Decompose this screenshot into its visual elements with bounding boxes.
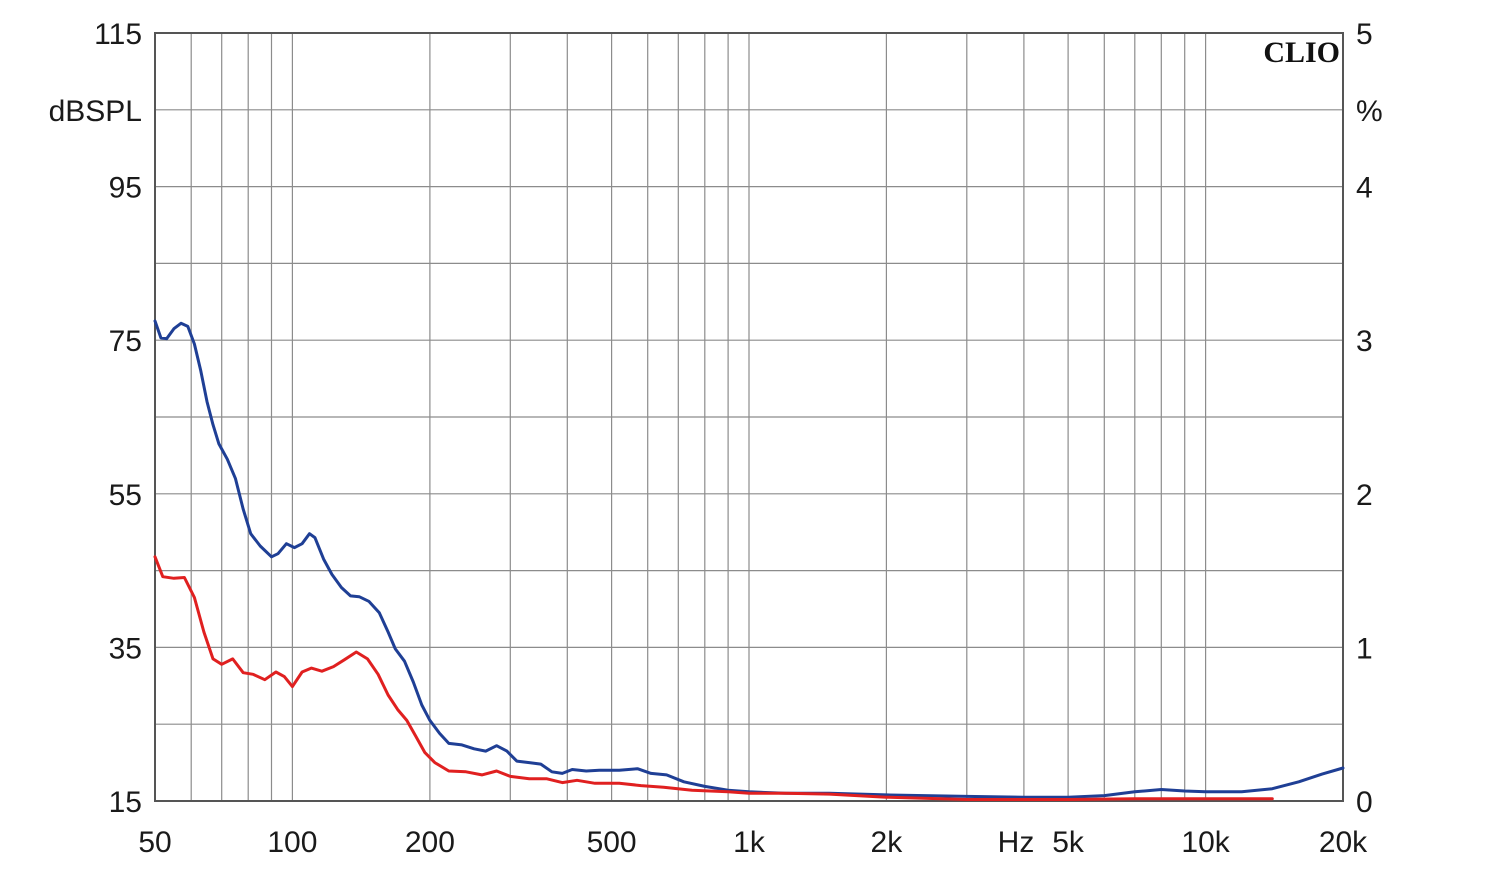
left-y-tick-label: 115 bbox=[94, 18, 142, 51]
right-y-tick-label: 2 bbox=[1356, 479, 1373, 512]
right-y-tick-label: 4 bbox=[1356, 172, 1373, 205]
x-tick-label: 5k bbox=[1052, 826, 1085, 859]
clio-brand-label: CLIO bbox=[1263, 36, 1340, 69]
x-tick-label: 10k bbox=[1181, 826, 1230, 859]
tick-labels: 50 100 200 500 1k 2k 5k 10k 20k15355575951150123… bbox=[94, 18, 1373, 859]
x-tick-label: 100 bbox=[267, 826, 317, 859]
x-tick-label: 20k bbox=[1319, 826, 1368, 859]
blue-series-line bbox=[153, 319, 1345, 799]
x-axis-unit-label: Hz bbox=[998, 826, 1035, 859]
x-tick-label: 1k bbox=[733, 826, 766, 859]
right-y-tick-label: 1 bbox=[1356, 632, 1373, 665]
left-y-tick-label: 55 bbox=[109, 479, 142, 512]
x-tick-label: 200 bbox=[405, 826, 455, 859]
grid-lines bbox=[155, 33, 1343, 801]
right-axis-unit-label: % bbox=[1356, 95, 1383, 128]
x-tick-label: 50 bbox=[138, 826, 171, 859]
x-tick-label: 500 bbox=[587, 826, 637, 859]
left-y-tick-label: 15 bbox=[109, 786, 142, 819]
left-y-tick-label: 75 bbox=[109, 325, 142, 358]
right-y-tick-label: 3 bbox=[1356, 325, 1373, 358]
series-lines bbox=[153, 319, 1345, 801]
left-y-tick-label: 35 bbox=[109, 632, 142, 665]
right-y-tick-label: 5 bbox=[1356, 18, 1373, 51]
plot-frame bbox=[154, 32, 1344, 802]
right-y-tick-label: 0 bbox=[1356, 786, 1373, 819]
x-tick-label: 2k bbox=[871, 826, 904, 859]
red-series-line bbox=[153, 555, 1274, 801]
left-y-tick-label: 95 bbox=[109, 172, 142, 205]
left-axis-unit-label: dBSPL bbox=[49, 95, 142, 128]
